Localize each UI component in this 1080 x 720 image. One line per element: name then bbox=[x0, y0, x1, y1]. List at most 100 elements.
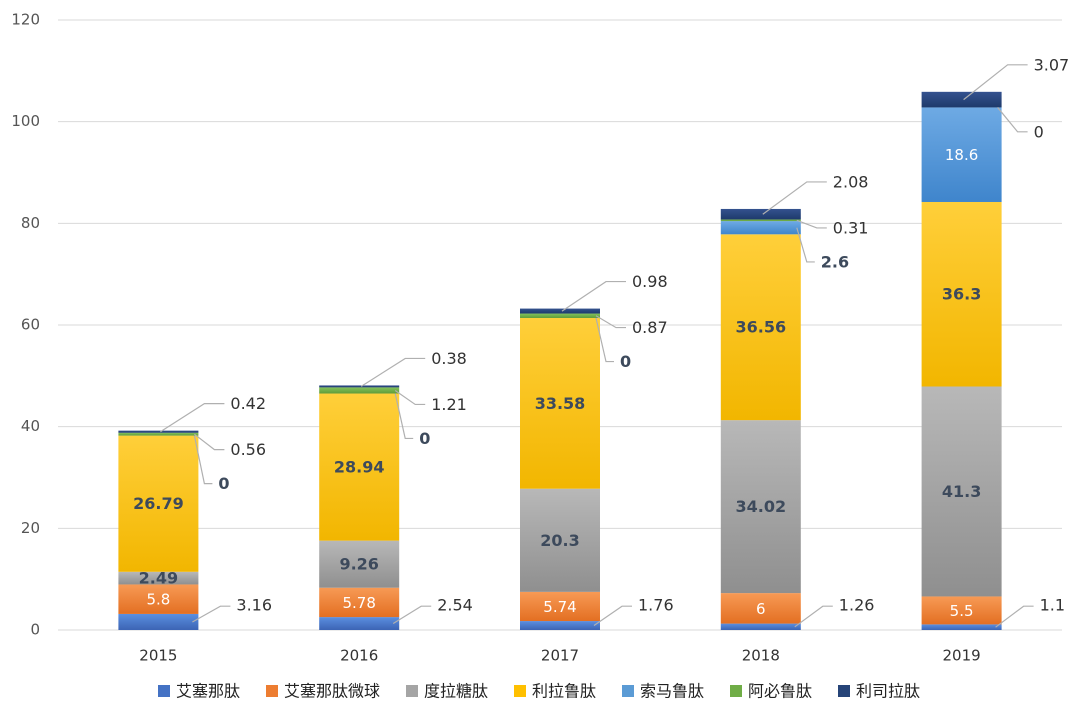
bar-segment bbox=[118, 430, 199, 433]
data-label: 1.21 bbox=[431, 395, 467, 414]
bar-segment bbox=[921, 386, 1002, 597]
legend-swatch bbox=[514, 685, 526, 697]
bar-segment bbox=[921, 624, 1002, 630]
bar-segment bbox=[720, 420, 801, 594]
legend-label: 艾塞那肽 bbox=[176, 682, 240, 701]
data-label: 5.5 bbox=[950, 602, 974, 620]
data-label: 3.16 bbox=[236, 596, 272, 615]
data-label: 41.3 bbox=[942, 482, 981, 501]
label-leader bbox=[762, 181, 827, 215]
data-label: 0.98 bbox=[632, 272, 668, 291]
bar-segment bbox=[520, 313, 600, 318]
label-leader bbox=[360, 357, 426, 387]
data-label: 2.08 bbox=[833, 172, 869, 191]
data-label: 2.49 bbox=[139, 569, 178, 588]
bar-segment bbox=[118, 571, 199, 585]
label-leader bbox=[193, 435, 213, 485]
bar-segment bbox=[319, 617, 400, 630]
x-tick-label: 2017 bbox=[541, 647, 579, 665]
data-label: 0 bbox=[419, 429, 430, 448]
data-label: 1.76 bbox=[638, 596, 674, 615]
data-label: 5.74 bbox=[543, 598, 576, 616]
bar-segment bbox=[921, 201, 1002, 387]
data-label: 33.58 bbox=[535, 394, 586, 413]
x-tick-label: 2018 bbox=[742, 647, 780, 665]
data-label: 6 bbox=[756, 600, 766, 618]
bar-segment bbox=[319, 587, 400, 618]
label-leader bbox=[794, 605, 833, 628]
label-leader bbox=[392, 605, 432, 625]
bar-segment bbox=[118, 435, 199, 572]
label-leader bbox=[595, 317, 614, 363]
legend-label: 利拉鲁肽 bbox=[532, 682, 596, 701]
y-tick-label: 80 bbox=[21, 214, 40, 232]
data-label: 0.31 bbox=[833, 218, 869, 237]
label-leader bbox=[394, 393, 414, 440]
y-tick-label: 0 bbox=[30, 621, 40, 639]
bar-segment bbox=[720, 234, 801, 421]
data-label: 28.94 bbox=[334, 458, 385, 477]
bar-segment bbox=[520, 591, 600, 622]
legend-label: 度拉糖肽 bbox=[424, 682, 488, 701]
bar-segment bbox=[921, 596, 1002, 625]
bar-segment bbox=[720, 623, 801, 630]
data-label: 5.8 bbox=[146, 591, 170, 609]
data-label: 2.6 bbox=[821, 252, 849, 271]
bars bbox=[118, 91, 1002, 630]
label-leader bbox=[593, 605, 632, 627]
label-leader bbox=[995, 605, 1034, 628]
x-tick-label: 2015 bbox=[139, 647, 177, 665]
data-label: 1.26 bbox=[839, 596, 875, 615]
label-leader bbox=[796, 219, 827, 229]
x-tick-label: 2016 bbox=[340, 647, 378, 665]
bar-segment bbox=[720, 219, 801, 222]
data-label: 1.1 bbox=[1040, 596, 1065, 615]
bar-segment bbox=[520, 308, 600, 314]
bar-segment bbox=[319, 387, 400, 394]
bar-segment bbox=[720, 208, 801, 220]
legend-swatch bbox=[730, 685, 742, 697]
legend-swatch bbox=[838, 685, 850, 697]
legend: 艾塞那肽 艾塞那肽微球 度拉糖肽 利拉鲁肽 索马鲁肽 阿必鲁肽 利司拉肽 bbox=[158, 682, 920, 701]
data-label: 36.3 bbox=[942, 285, 981, 304]
label-leader bbox=[796, 227, 815, 263]
legend-label: 阿必鲁肽 bbox=[748, 682, 812, 701]
data-label: 9.26 bbox=[339, 555, 378, 574]
legend-swatch bbox=[406, 685, 418, 697]
legend-label: 艾塞那肽微球 bbox=[284, 682, 380, 701]
data-label: 0.38 bbox=[431, 349, 467, 368]
legend-label: 利司拉肽 bbox=[856, 682, 920, 701]
bar-segment bbox=[520, 488, 600, 592]
bar-segment bbox=[319, 393, 400, 541]
x-tick-label: 2019 bbox=[943, 647, 981, 665]
legend-swatch bbox=[266, 685, 278, 697]
bar-segment bbox=[720, 221, 801, 235]
bar-segment bbox=[118, 432, 199, 436]
data-label: 20.3 bbox=[540, 531, 579, 550]
legend-swatch bbox=[622, 685, 634, 697]
label-leader bbox=[194, 433, 225, 451]
bar-segment bbox=[319, 385, 400, 388]
data-label: 2.54 bbox=[437, 596, 473, 615]
label-leader bbox=[997, 107, 1028, 133]
bar-segment bbox=[720, 593, 801, 624]
data-label: 0 bbox=[218, 474, 229, 493]
data-label: 26.79 bbox=[133, 494, 184, 513]
legend-label: 索马鲁肽 bbox=[640, 682, 704, 701]
data-label: 0 bbox=[1034, 122, 1044, 141]
label-leader bbox=[963, 64, 1028, 101]
x-axis-tick-labels: 2015 2016 2017 2018 2019 bbox=[139, 647, 980, 665]
bar-segment bbox=[921, 91, 1002, 108]
bar-segment bbox=[520, 317, 600, 489]
data-label: 0.42 bbox=[230, 394, 266, 413]
y-tick-label: 120 bbox=[11, 11, 40, 29]
data-label: 0 bbox=[620, 352, 631, 371]
bar-segment bbox=[520, 621, 600, 630]
bar-segment bbox=[118, 613, 199, 630]
data-label: 5.78 bbox=[342, 594, 375, 612]
legend-swatch bbox=[158, 685, 170, 697]
y-tick-label: 100 bbox=[11, 112, 40, 130]
label-leader bbox=[561, 280, 626, 312]
data-label: 18.6 bbox=[945, 146, 978, 164]
